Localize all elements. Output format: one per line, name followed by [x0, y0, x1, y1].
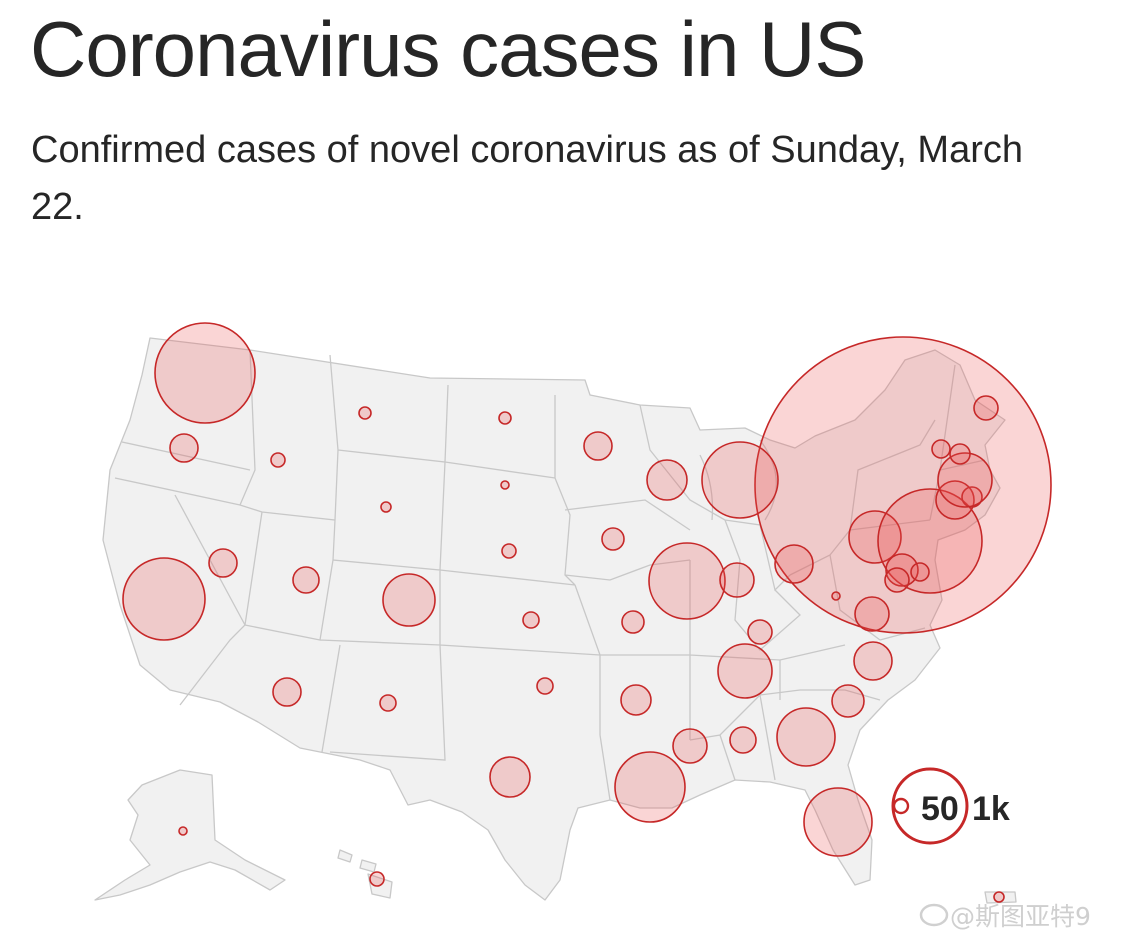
- bubble-idaho: [270, 452, 286, 468]
- bubble-dc: [884, 567, 910, 593]
- bubble-massachusetts: [937, 452, 993, 508]
- bubble-louisiana: [614, 751, 686, 823]
- page-subtitle: Confirmed cases of novel coronavirus as …: [31, 129, 1023, 228]
- bubble-illinois: [648, 542, 726, 620]
- legend-small-ring: [892, 797, 910, 815]
- bubble-washington: [154, 322, 256, 424]
- bubble-texas: [489, 756, 531, 798]
- bubble-kansas: [522, 611, 540, 629]
- bubble-vermont: [931, 439, 951, 459]
- bubble-colorado: [382, 573, 436, 627]
- case-bubbles: [122, 322, 1052, 903]
- bubble-nevada: [208, 548, 238, 578]
- bubble-new-jersey: [877, 488, 983, 594]
- size-legend: 50 1k: [891, 767, 1010, 845]
- bubble-alabama: [729, 726, 757, 754]
- weibo-logo: [919, 903, 949, 927]
- bubble-west-virginia: [831, 591, 841, 601]
- bubble-delaware: [910, 562, 930, 582]
- bubble-connecticut: [961, 486, 983, 508]
- alaska-landmass: [94, 769, 286, 901]
- bubble-indiana: [719, 562, 755, 598]
- bubble-new-hampshire: [949, 443, 971, 465]
- bubble-iowa: [601, 527, 625, 551]
- bubble-oregon: [169, 433, 199, 463]
- bubble-minnesota: [583, 431, 613, 461]
- bubble-virginia: [854, 596, 890, 632]
- great-lakes: [699, 439, 777, 521]
- bubble-ohio: [774, 544, 814, 584]
- bubble-california: [122, 557, 206, 641]
- page-title: Coronavirus cases in US: [30, 5, 866, 93]
- bubble-florida: [803, 787, 873, 857]
- bubble-north-carolina: [853, 641, 893, 681]
- legend-small-label: 50: [921, 790, 959, 828]
- bubble-south-carolina: [831, 684, 865, 718]
- bubble-south-dakota: [500, 480, 510, 490]
- bubble-arizona: [272, 677, 302, 707]
- hawaii-islands: [337, 849, 393, 899]
- bubble-arkansas: [620, 684, 652, 716]
- bubble-pennsylvania: [848, 510, 902, 564]
- bubble-utah: [292, 566, 320, 594]
- bubble-maine: [973, 395, 999, 421]
- bubble-alaska: [178, 826, 188, 836]
- bubble-wisconsin: [646, 459, 688, 501]
- us-landmass: [102, 337, 1006, 901]
- bubble-mississippi: [672, 728, 708, 764]
- watermark-text: @斯图亚特9: [950, 902, 1091, 931]
- bubble-michigan: [701, 441, 779, 519]
- bubble-hawaii: [369, 871, 385, 887]
- bubble-new-mexico: [379, 694, 397, 712]
- bubble-maryland: [885, 553, 919, 587]
- bubble-georgia: [776, 707, 836, 767]
- puerto-rico: [984, 891, 1017, 904]
- bubble-puerto-rico: [993, 891, 1005, 903]
- bubble-wyoming: [380, 501, 392, 513]
- bubble-north-dakota: [498, 411, 512, 425]
- legend-large-label: 1k: [972, 790, 1010, 828]
- bubble-montana: [358, 406, 372, 420]
- bubble-nebraska: [501, 543, 517, 559]
- bubble-tennessee: [717, 643, 773, 699]
- bubble-oklahoma: [536, 677, 554, 695]
- bubble-northeast: [754, 336, 1052, 634]
- watermark: @斯图亚特9: [919, 902, 1091, 931]
- bubble-kentucky: [747, 619, 773, 645]
- bubble-missouri: [621, 610, 645, 634]
